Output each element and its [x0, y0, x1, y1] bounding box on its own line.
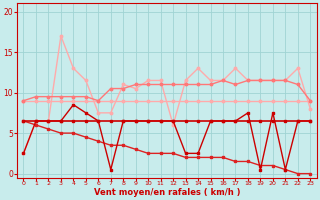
X-axis label: Vent moyen/en rafales ( km/h ): Vent moyen/en rafales ( km/h ) — [94, 188, 240, 197]
